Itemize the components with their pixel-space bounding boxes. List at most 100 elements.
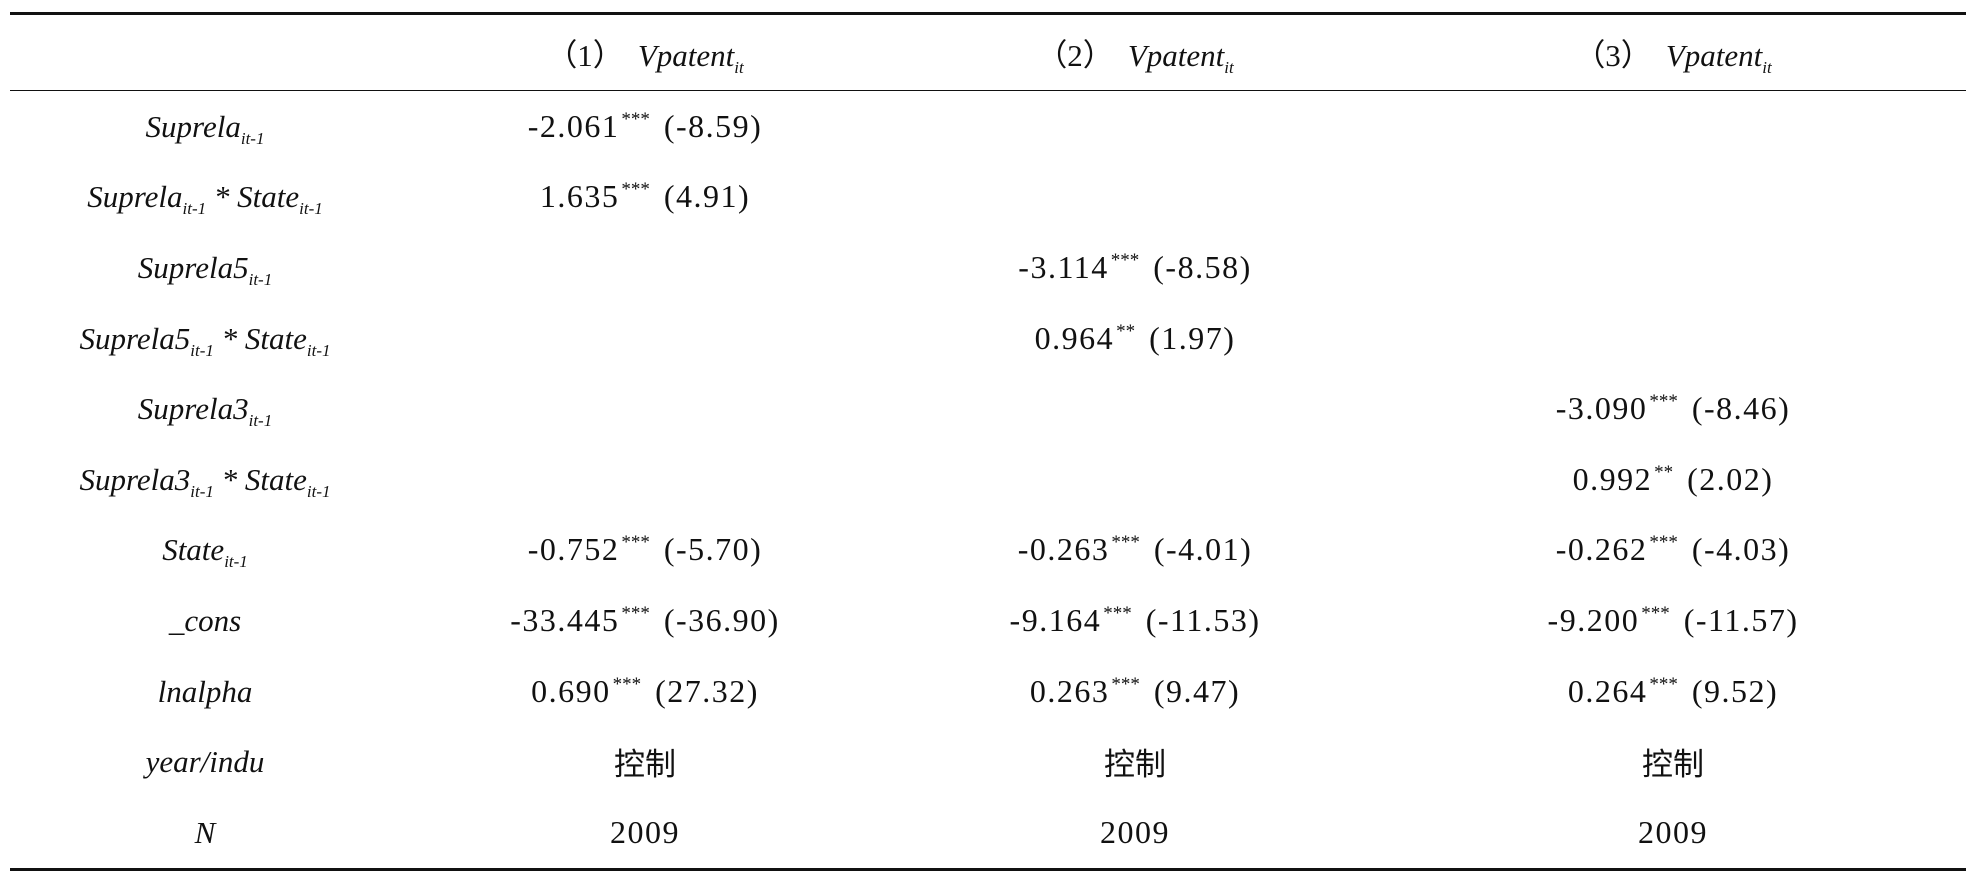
coefficient-value: -33.445 bbox=[510, 601, 620, 638]
regression-table-container: （1） Vpatentit （2） Vpatentit （3） Vpatentit S… bbox=[10, 12, 1966, 871]
variable-subscript: it-1 bbox=[182, 199, 207, 219]
coef-cell-model-2 bbox=[890, 373, 1380, 444]
variable-label: Suprelait-1 bbox=[146, 109, 265, 147]
coef-cell-model-1 bbox=[400, 373, 890, 444]
variable-label: _cons bbox=[169, 603, 241, 638]
significance-stars: ** bbox=[1116, 320, 1136, 342]
coef-cell-model-2: -9.164 *** (-11.53) bbox=[890, 585, 1380, 656]
depvar-subscript: it bbox=[1762, 58, 1772, 77]
significance-stars: *** bbox=[1111, 673, 1140, 695]
coefficient-value: -0.263 bbox=[1017, 531, 1110, 568]
header-model-2-number: （2） bbox=[1036, 38, 1114, 73]
header-model-3: （3） Vpatentit bbox=[1380, 12, 1966, 91]
t-statistic: (-5.70) bbox=[663, 531, 763, 568]
t-statistic: (-8.59) bbox=[663, 107, 763, 144]
variable-name: Suprela3 bbox=[137, 391, 249, 427]
coef-cell-model-1: 1.635 *** (4.91) bbox=[400, 162, 890, 233]
variable-label-cell: Stateit-1 bbox=[10, 515, 400, 586]
coef-cell-model-2 bbox=[890, 162, 1380, 233]
depvar-text: Vpatent bbox=[637, 38, 735, 73]
coefficient-row: Stateit-1 -0.752 *** (-5.70) -0.263 *** (-4.… bbox=[10, 515, 1966, 586]
coef-cell-model-3 bbox=[1380, 232, 1966, 303]
variable-interaction: * State bbox=[206, 179, 300, 215]
variable-subscript: it-1 bbox=[240, 128, 265, 148]
variable-subscript: it-1 bbox=[248, 411, 273, 431]
significance-stars: *** bbox=[612, 673, 642, 695]
variable-subscript: it-1 bbox=[190, 340, 214, 360]
observations-row-model-2: 2009 bbox=[890, 796, 1380, 871]
header-model-1-depvar: Vpatentit bbox=[637, 38, 744, 76]
controls-row-model-1: 控制 bbox=[400, 726, 890, 797]
variable-interaction-subscript: it-1 bbox=[306, 340, 331, 360]
variable-label-cell: lnalpha bbox=[10, 656, 400, 727]
significance-stars: *** bbox=[1641, 602, 1670, 624]
variable-label: Stateit-1 bbox=[162, 532, 248, 570]
t-statistic: (9.52) bbox=[1691, 672, 1779, 709]
coef-cell-model-3: -9.200 *** (-11.57) bbox=[1380, 585, 1966, 656]
coef-cell-model-1: -33.445 *** (-36.90) bbox=[400, 585, 890, 656]
variable-label: Suprelait-1 * Stateit-1 bbox=[87, 179, 323, 217]
header-empty-cell bbox=[10, 12, 400, 91]
observations-value: 2009 bbox=[1638, 813, 1708, 850]
coef-cell-model-3: 0.992 ** (2.02) bbox=[1380, 444, 1966, 515]
header-model-3-depvar: Vpatentit bbox=[1665, 38, 1772, 76]
variable-label-cell: Suprelait-1 bbox=[10, 91, 400, 162]
coefficient-row: Suprela5it-1 -3.114 *** (-8.58) bbox=[10, 232, 1966, 303]
variable-label-cell: Suprela3it-1 * Stateit-1 bbox=[10, 444, 400, 515]
t-statistic: (-4.03) bbox=[1691, 531, 1791, 568]
t-statistic: (9.47) bbox=[1153, 672, 1241, 709]
variable-name: State bbox=[162, 532, 225, 568]
variable-subscript: it-1 bbox=[224, 552, 248, 572]
header-model-3-number: （3） bbox=[1574, 38, 1652, 73]
t-statistic: (-36.90) bbox=[663, 601, 780, 638]
variable-label-cell: Suprela5it-1 * Stateit-1 bbox=[10, 303, 400, 374]
coefficient-row: lnalpha 0.690 *** (27.32) 0.263 *** (9.47) 0… bbox=[10, 656, 1966, 727]
coef-cell-model-2: 0.263 *** (9.47) bbox=[890, 656, 1380, 727]
coefficient-value: 0.964 bbox=[1034, 319, 1115, 356]
coefficient-value: -2.061 bbox=[527, 107, 620, 144]
variable-label-cell: Suprelait-1 * Stateit-1 bbox=[10, 162, 400, 233]
coefficient-value: -3.090 bbox=[1555, 390, 1648, 427]
significance-stars: *** bbox=[1649, 391, 1678, 413]
controls-row: year/indu 控制 控制 控制 bbox=[10, 726, 1966, 797]
coefficient-value: -9.164 bbox=[1009, 601, 1102, 638]
variable-name: Suprela5 bbox=[79, 320, 191, 356]
significance-stars: *** bbox=[1649, 673, 1678, 695]
variable-name: lnalpha bbox=[157, 673, 253, 709]
depvar-text: Vpatent bbox=[1127, 38, 1225, 73]
controls-row-label: year/indu bbox=[10, 726, 400, 797]
significance-stars: *** bbox=[1649, 532, 1678, 554]
significance-stars: *** bbox=[621, 602, 650, 624]
significance-stars: *** bbox=[1110, 249, 1140, 271]
coef-cell-model-3: -3.090 *** (-8.46) bbox=[1380, 373, 1966, 444]
header-model-2: （2） Vpatentit bbox=[890, 12, 1380, 91]
significance-stars: *** bbox=[621, 532, 650, 554]
coefficient-row: Suprelait-1 * Stateit-1 1.635 *** (4.91) bbox=[10, 162, 1966, 233]
coef-cell-model-3 bbox=[1380, 303, 1966, 374]
coef-cell-model-1: -0.752 *** (-5.70) bbox=[400, 515, 890, 586]
coefficient-value: 0.992 bbox=[1572, 460, 1653, 497]
variable-label-cell: _cons bbox=[10, 585, 400, 656]
variable-interaction-subscript: it-1 bbox=[306, 481, 331, 501]
variable-label: Suprela5it-1 * Stateit-1 bbox=[79, 320, 330, 359]
controls-value: 控制 bbox=[614, 747, 676, 784]
coefficient-value: 0.690 bbox=[531, 672, 611, 709]
coef-cell-model-2: -0.263 *** (-4.01) bbox=[890, 515, 1380, 586]
coefficient-value: -9.200 bbox=[1547, 601, 1640, 638]
coef-cell-model-1 bbox=[400, 232, 890, 303]
observations-value: 2009 bbox=[1100, 813, 1170, 850]
coefficient-value: -0.752 bbox=[527, 531, 620, 568]
depvar-subscript: it bbox=[734, 58, 744, 77]
variable-interaction: * State bbox=[213, 320, 307, 356]
depvar-text: Vpatent bbox=[1665, 38, 1763, 73]
t-statistic: (4.91) bbox=[663, 178, 751, 215]
coefficient-row: Suprela3it-1 -3.090 *** (-8.46) bbox=[10, 373, 1966, 444]
t-statistic: (-11.57) bbox=[1683, 601, 1799, 638]
coef-cell-model-1 bbox=[400, 444, 890, 515]
controls-row-model-3: 控制 bbox=[1380, 726, 1966, 797]
observations-row-model-1: 2009 bbox=[400, 796, 890, 871]
observations-row-label: N bbox=[10, 796, 400, 871]
coef-cell-model-1: 0.690 *** (27.32) bbox=[400, 656, 890, 727]
header-model-1: （1） Vpatentit bbox=[400, 12, 890, 91]
observations-value: 2009 bbox=[610, 813, 680, 850]
